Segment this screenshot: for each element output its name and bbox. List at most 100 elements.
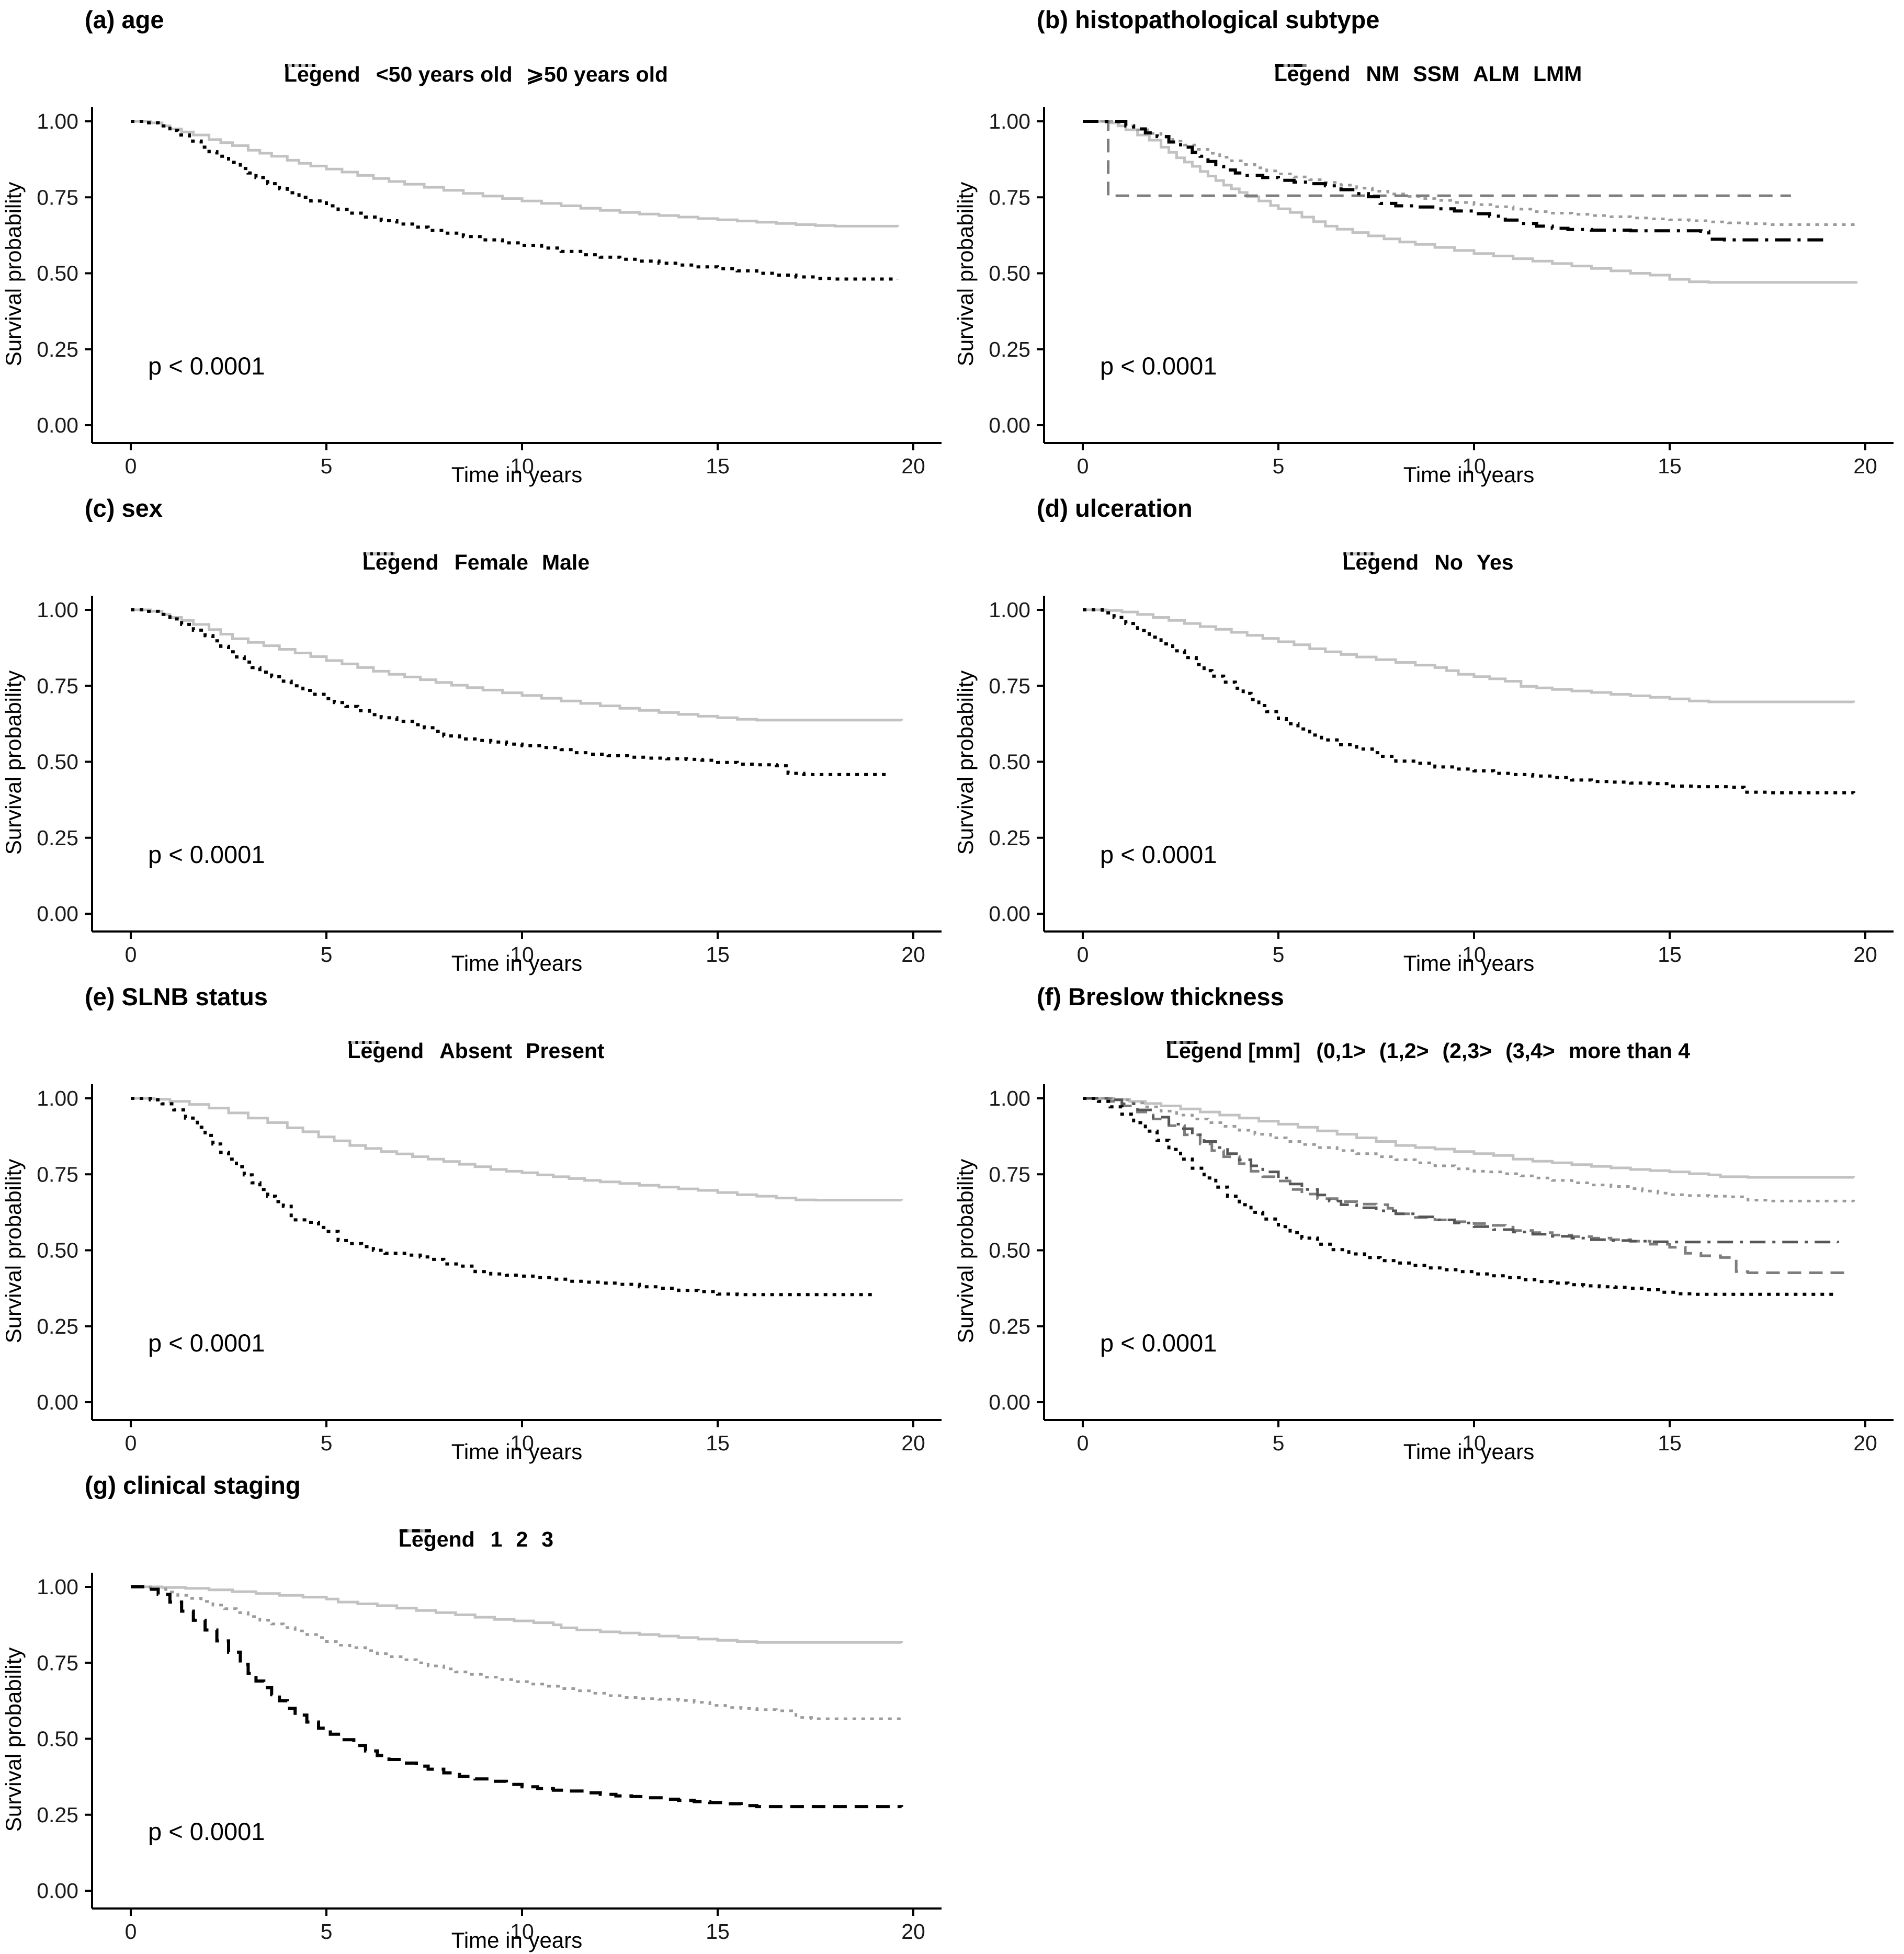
x-axis-label: Time in years [451,462,583,487]
x-tick-label: 0 [125,454,137,478]
x-tick-label: 10 [1462,942,1486,967]
p-value-annotation: p < 0.0001 [1100,352,1217,380]
x-tick-label: 15 [1658,942,1682,967]
x-tick-label: 5 [1273,454,1285,478]
legend-key-line-icon [363,552,395,555]
legend-label: ⩾50 years old [526,62,668,86]
y-tick-label: 0.50 [989,262,1030,286]
legend-label: more than 4 [1568,1039,1691,1063]
legend-d: Legend No Yes [1342,550,1513,575]
legend-item: Absent [348,1039,513,1063]
legend-key-line-icon [1343,552,1375,555]
y-tick-label: 1.00 [989,598,1030,622]
y-tick-label: 0.00 [37,1390,78,1414]
p-value-annotation: p < 0.0001 [148,352,265,380]
legend-item: LMM [1275,62,1582,86]
km-curve-alm [1083,120,1791,197]
legend-label: LMM [1533,62,1582,86]
x-tick-label: 0 [1077,1431,1089,1455]
y-tick-label: 1.00 [37,1086,78,1110]
x-tick-label: 20 [901,1919,925,1944]
legend-key-line-icon [348,1041,380,1044]
legend-label: (0,1> [1316,1039,1366,1063]
y-tick-label: 1.00 [989,109,1030,133]
p-value-annotation: p < 0.0001 [1100,840,1217,868]
km-curve--1-2- [1083,1097,1855,1202]
y-tick-label: 0.75 [37,1162,78,1186]
legend-f: Legend [mm] (0,1> (1,2> (2,3> (3,4> more than… [1166,1039,1690,1063]
legend-label: ALM [1473,62,1520,86]
p-value-annotation: p < 0.0001 [1100,1329,1217,1357]
legend-label: (1,2> [1379,1039,1429,1063]
y-tick-label: 0.50 [37,1727,78,1751]
legend-label: Male [541,550,590,574]
panel-f: 0.00 0.25 0.50 0.75 1.00 0 5 10 15 20 Time in year… [952,977,1904,1465]
x-tick-label: 0 [1077,942,1089,967]
legend-label: (3,4> [1505,1039,1555,1063]
x-axis-label: Time in years [1403,462,1535,487]
panel-e: 0.00 0.25 0.50 0.75 1.00 0 5 10 15 20 Time in year… [0,977,952,1465]
y-tick-label: 0.50 [37,750,78,774]
x-tick-label: 10 [510,454,534,478]
plot-area-b: 0.00 0.25 0.50 0.75 1.00 0 5 10 15 20 Time in year… [953,107,1894,487]
panel-c: 0.00 0.25 0.50 0.75 1.00 0 5 10 15 20 Time in year… [0,488,952,977]
y-tick-label: 0.75 [989,674,1030,698]
y-axis-label: Survival probability [953,182,978,367]
x-tick-label: 10 [510,942,534,967]
x-tick-label: 15 [1658,1431,1682,1455]
y-tick-label: 0.25 [37,1803,78,1827]
panel-a: 0.00 0.25 0.50 0.75 1.00 0 5 10 15 20 Time in year… [0,0,952,488]
y-tick-label: 0.00 [989,902,1030,926]
panel-b: 0.00 0.25 0.50 0.75 1.00 0 5 10 15 20 Time in year… [952,0,1904,488]
km-curve-female [131,608,903,722]
km-curve--0-1- [1083,1097,1855,1179]
legend-item: (2,3> [1166,1039,1492,1063]
legend-c: Legend Female Male [362,550,590,575]
y-tick-label: 0.50 [989,1239,1030,1263]
y-tick-label: 0.75 [989,185,1030,209]
panel-title-e: (e) SLNB status [85,983,268,1010]
legend-a: Legend <50 years old ⩾50 years old [284,62,668,87]
y-tick-label: 0.50 [37,262,78,286]
km-curve-1 [131,1585,903,1644]
legend-item: <50 years old [285,62,513,87]
legend-label: 2 [516,1527,528,1551]
legend-item: 1 [399,1527,502,1552]
legend-key-line-icon [1275,64,1307,67]
y-tick-label: 1.00 [37,109,78,133]
x-tick-label: 20 [901,454,925,478]
plot-area-f: 0.00 0.25 0.50 0.75 1.00 0 5 10 15 20 Time in year… [953,1084,1894,1464]
y-axis-label: Survival probability [1,182,26,367]
y-tick-label: 0.25 [37,1314,78,1338]
panel-title-c: (c) sex [85,494,163,522]
empty-cell [952,1465,1904,1954]
y-tick-label: 0.00 [37,1879,78,1903]
y-axis-label: Survival probability [953,671,978,855]
y-tick-label: 0.50 [37,1239,78,1263]
legend-key-line-icon [285,64,316,67]
x-tick-label: 5 [321,454,333,478]
y-tick-label: 0.00 [989,1390,1030,1414]
x-tick-label: 0 [1077,454,1089,478]
panel-title-b: (b) histopathological subtype [1037,6,1380,33]
km-curve-more-than-4 [1083,1097,1840,1296]
x-axis-label: Time in years [451,1928,583,1952]
plot-area-a: 0.00 0.25 0.50 0.75 1.00 0 5 10 15 20 Time in year… [1,107,942,487]
km-curve-lmm [1083,120,1827,242]
km-curve-yes [1083,608,1855,794]
legend-item: (1,2> [1166,1039,1429,1063]
x-tick-label: 20 [1853,454,1877,478]
y-axis-label: Survival probability [1,671,26,855]
legend-label: Yes [1476,550,1514,574]
legend-label: Absent [439,1039,513,1063]
legend-item: NM [1275,62,1399,86]
x-tick-label: 15 [1658,454,1682,478]
legend-item: ALM [1275,62,1520,86]
y-tick-label: 1.00 [37,1575,78,1599]
x-tick-label: 10 [510,1919,534,1944]
x-tick-label: 0 [125,942,137,967]
legend-label: No [1434,550,1463,574]
legend-key-line-icon [1166,1041,1198,1044]
legend-label: 3 [541,1527,554,1551]
